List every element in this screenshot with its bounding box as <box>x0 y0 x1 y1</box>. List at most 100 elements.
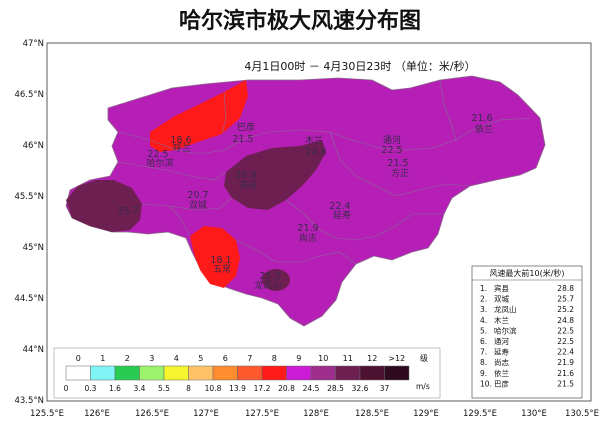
legend-level-label: 12 <box>367 354 377 363</box>
lat-label: 46°N <box>23 141 44 151</box>
legend-swatches <box>65 365 410 381</box>
region-wuchang-high <box>190 226 240 288</box>
ranking-value: 21.5 <box>557 379 574 388</box>
ranking-rank: 9. <box>480 369 487 378</box>
latitude-axis: 47°N 46.5°N 46°N 45.5°N 45°N 44.5°N 44°N… <box>14 39 44 406</box>
ranking-rank: 5. <box>480 326 487 335</box>
ranking-name: 双城 <box>494 295 509 304</box>
lat-label: 47°N <box>23 39 44 49</box>
ranking-name: 通河 <box>494 336 509 346</box>
legend-level-label: 4 <box>174 354 179 363</box>
station-tonghe: 通河 22.5 <box>381 134 402 156</box>
legend-level-label: 2 <box>125 354 130 363</box>
legend-level-label: 3 <box>149 354 154 363</box>
station-mulan: 木兰 24.8 <box>305 134 327 158</box>
ranking-row: 10. 巴彦 21.5 <box>480 378 574 388</box>
station-fangzheng: 21.5 方正 <box>387 158 409 179</box>
svg-text:龙凤山: 龙凤山 <box>254 279 281 291</box>
svg-text:22.5: 22.5 <box>381 145 402 156</box>
legend-threshold-label: 10.8 <box>205 384 222 393</box>
legend-swatch <box>286 365 312 381</box>
lon-label: 129°E <box>413 409 439 419</box>
station-harbin: 22.5 哈尔滨 <box>146 149 173 169</box>
lat-label: 45°N <box>23 243 44 253</box>
svg-text:巴彦: 巴彦 <box>237 121 255 133</box>
svg-text:方正: 方正 <box>391 167 409 179</box>
map-title: 哈尔滨市极大风速分布图 <box>179 8 421 34</box>
svg-text:宾县: 宾县 <box>239 179 257 191</box>
legend-swatch <box>310 365 336 381</box>
legend-level-label: 0 <box>76 354 81 363</box>
svg-text:呼兰: 呼兰 <box>173 142 191 154</box>
station-bayan: 巴彦 21.5 <box>232 121 255 145</box>
ranking-title: 风速最大前10(米/秒) <box>489 268 564 278</box>
legend-swatch <box>212 365 238 381</box>
region-longfengshan-strong <box>262 269 290 291</box>
legend-unit-word: 级 <box>420 353 428 363</box>
ranking-name: 延寿 <box>494 347 509 357</box>
ranking-row: 8. 尚志 21.9 <box>480 357 574 367</box>
ranking-rank: 3. <box>480 305 487 314</box>
ranking-rank: 8. <box>480 358 487 367</box>
lon-label: 129.5°E <box>463 409 497 419</box>
plot-frame <box>46 42 592 402</box>
legend-level-label: >12 <box>388 354 405 363</box>
legend-level-label: 1 <box>100 354 105 363</box>
ranking-rank: 1. <box>480 284 487 293</box>
legend-swatch <box>65 365 91 381</box>
ranking-value: 22.4 <box>557 348 574 357</box>
svg-text:21.9: 21.9 <box>297 223 318 234</box>
svg-text:双城: 双城 <box>189 200 207 211</box>
legend-swatch <box>188 365 214 381</box>
ranking-name: 木兰 <box>494 315 509 325</box>
ranking-name: 依兰 <box>494 368 509 378</box>
station-west: 25.7 <box>117 206 138 217</box>
station-yanshou: 22.4 延寿 <box>329 201 351 221</box>
station-wuchang: 18.1 五常 <box>210 255 231 275</box>
legend-level-label: 10 <box>318 354 328 363</box>
lon-label: 126.5°E <box>135 409 169 419</box>
ranking-rows: 1. 宾县 28.8 2. 双城 25.7 3. 龙凤山 25.2 4. 木兰 24.8 5. 哈尔滨 22… <box>480 283 574 388</box>
ranking-value: 22.5 <box>557 337 574 346</box>
svg-text:18.6: 18.6 <box>170 135 191 146</box>
ranking-name: 尚志 <box>494 357 509 367</box>
ranking-rank: 2. <box>480 295 487 304</box>
lon-label: 128.5°E <box>355 409 389 419</box>
legend-threshold-label: 13.9 <box>229 384 246 393</box>
harbin-region: 21.6 依兰 18.6 呼兰 巴彦 21.5 木兰 24.8 通河 22.5 … <box>65 75 546 327</box>
ranking-box <box>471 265 583 399</box>
ranking-row: 2. 双城 25.7 <box>480 295 574 304</box>
svg-text:25.7: 25.7 <box>117 206 138 217</box>
lat-label: 45.5°N <box>14 192 44 202</box>
legend-swatch <box>359 365 385 381</box>
ranking-value: 21.6 <box>557 369 574 378</box>
legend-swatch <box>237 365 263 381</box>
legend-threshold-label: 3.4 <box>134 384 146 393</box>
legend-threshold-label: 32.6 <box>352 384 369 393</box>
lon-label: 126°E <box>84 409 110 419</box>
legend-swatch <box>335 365 361 381</box>
legend-threshold-label: 0 <box>64 384 69 393</box>
ranking-name: 宾县 <box>494 283 509 293</box>
lat-label: 43.5°N <box>14 396 44 406</box>
svg-text:22.5: 22.5 <box>147 149 168 160</box>
lon-label: 128°E <box>303 409 329 419</box>
time-range-subtitle: 4月1日00时 － 4月30日23时 （单位：米/秒） <box>244 59 475 73</box>
county-boundaries <box>117 79 531 265</box>
legend-threshold-label: 8 <box>186 384 191 393</box>
ranking-name: 龙凤山 <box>494 304 517 314</box>
lat-label: 44.5°N <box>14 294 44 304</box>
legend-swatch <box>261 365 287 381</box>
legend-swatch <box>90 365 116 381</box>
svg-text:通河: 通河 <box>383 134 401 146</box>
station-longfengshan: 25.2 龙凤山 <box>254 271 281 291</box>
svg-text:20.7: 20.7 <box>187 190 208 201</box>
station-hulan: 18.6 呼兰 <box>170 135 191 154</box>
ranking-rank: 10. <box>480 379 492 388</box>
legend-unit: m/s <box>416 382 430 391</box>
ranking-value: 24.8 <box>557 316 574 325</box>
legend-threshold-label: 17.2 <box>254 384 271 393</box>
legend-level-label: 11 <box>343 354 353 363</box>
svg-text:25.2: 25.2 <box>259 271 280 282</box>
